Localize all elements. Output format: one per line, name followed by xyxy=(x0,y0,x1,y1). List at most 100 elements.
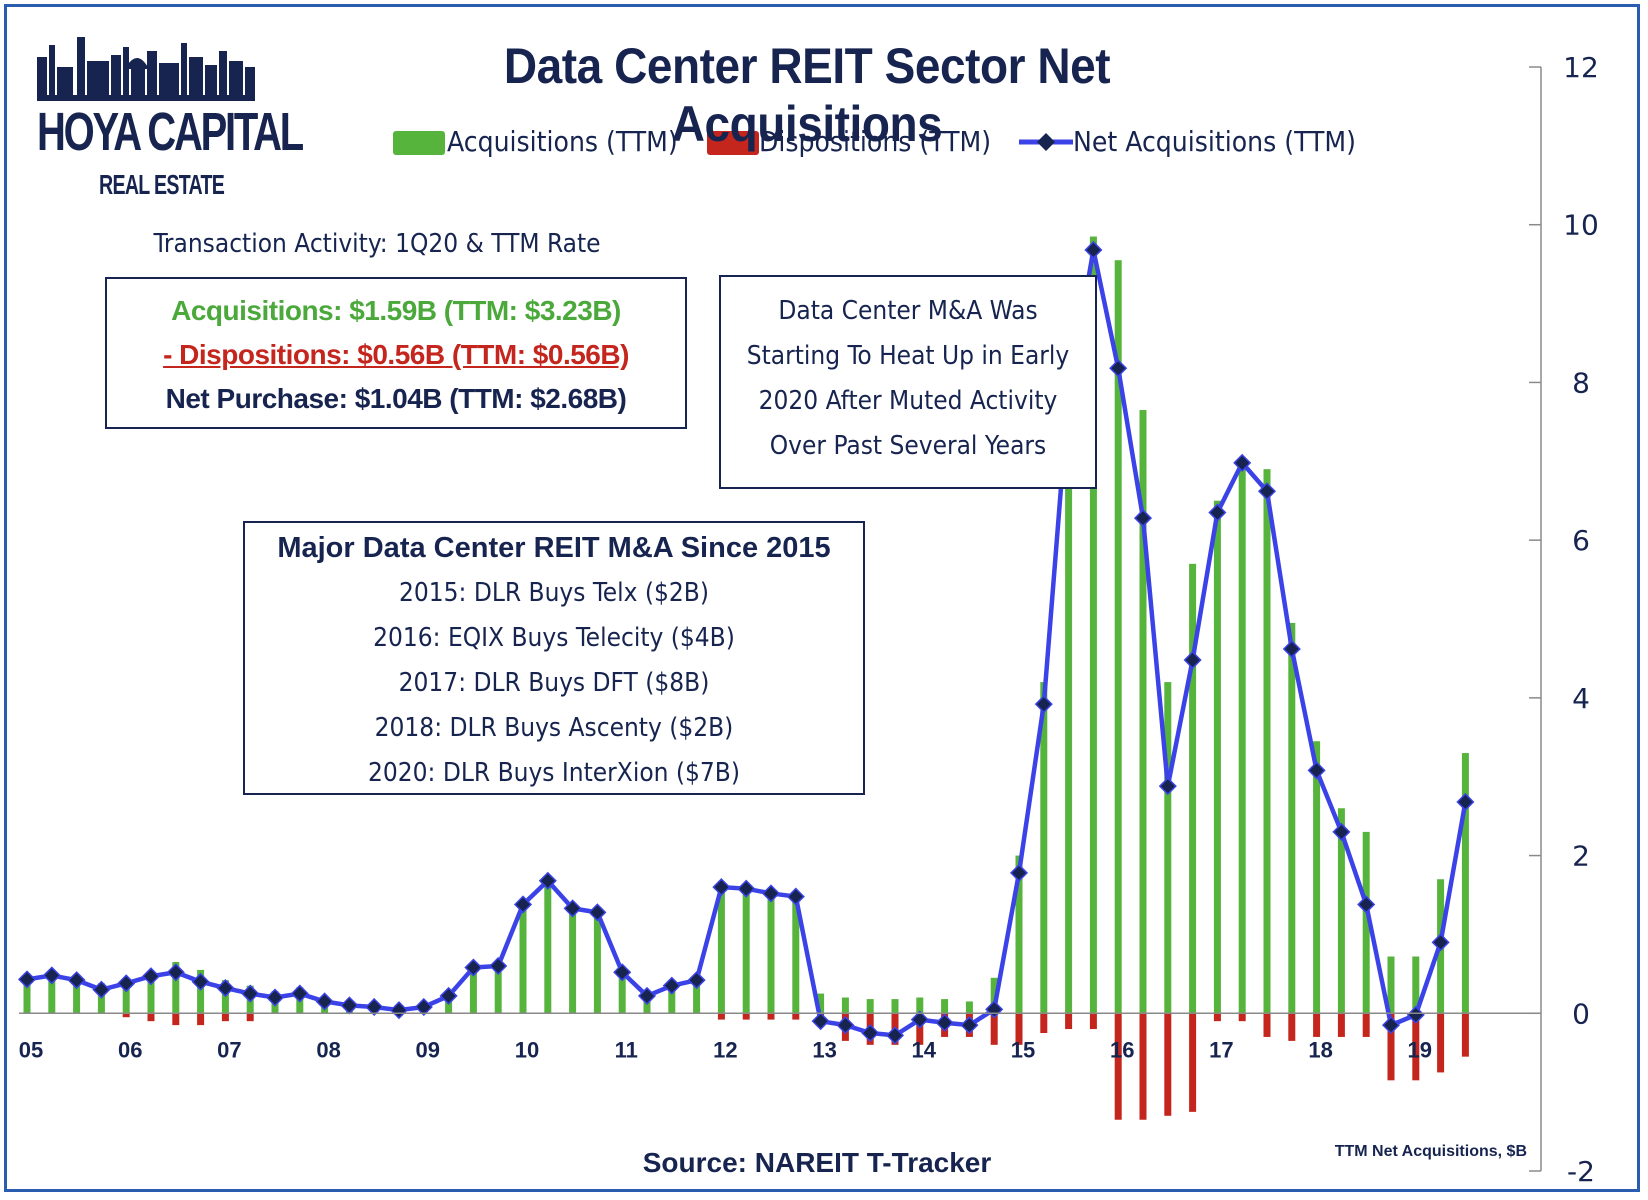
net-acquisitions-point xyxy=(712,878,731,897)
acquisition-bar xyxy=(1288,622,1296,1014)
disposition-bar xyxy=(767,1013,775,1020)
summary-dispositions: - Dispositions: $0.56B (TTM: $0.56B) xyxy=(163,339,629,370)
y-tick-label: -2 xyxy=(1567,1155,1595,1188)
deal-item: 2016: EQIX Buys Telecity ($4B) xyxy=(373,623,735,653)
skyline-building xyxy=(111,55,121,101)
net-acquisitions-point xyxy=(1431,933,1450,952)
summary-net-purchase: Net Purchase: $1.04B (TTM: $2.68B) xyxy=(165,383,627,414)
net-acquisitions-point xyxy=(141,967,161,986)
net-acquisitions-point xyxy=(662,976,681,995)
acquisition-bar xyxy=(1313,741,1321,1014)
net-acquisitions-point xyxy=(1009,863,1029,882)
net-acquisitions-point xyxy=(1307,761,1326,780)
disposition-bar xyxy=(1337,1013,1345,1037)
legend-dispositions-swatch xyxy=(707,131,759,155)
disposition-bar xyxy=(990,1013,998,1045)
deal-item: 2018: DLR Buys Ascenty ($2B) xyxy=(374,713,734,743)
acquisition-bar xyxy=(544,879,552,1014)
net-acquisitions-point xyxy=(464,958,483,977)
deals-heading: Major Data Center REIT M&A Since 2015 xyxy=(277,532,831,564)
acquisition-bar xyxy=(817,993,825,1014)
disposition-bar xyxy=(1213,1013,1221,1022)
disposition-bar xyxy=(717,1013,725,1020)
net-acquisitions-point xyxy=(761,884,781,903)
acquisition-bar xyxy=(494,964,502,1014)
acquisition-bar xyxy=(1040,682,1048,1014)
disposition-bar xyxy=(1089,1013,1097,1030)
net-acquisitions-point xyxy=(538,871,557,890)
net-acquisitions-point xyxy=(340,996,359,1015)
net-acquisitions-point xyxy=(960,1016,979,1035)
net-acquisitions-point xyxy=(1357,895,1376,914)
acquisition-bar xyxy=(147,972,155,1014)
y-tick-label: 2 xyxy=(1572,840,1590,873)
net-acquisitions-point xyxy=(166,963,185,982)
x-tick-label: 12 xyxy=(713,1037,737,1062)
chart-title: Data Center REIT Sector Net Acquisitions xyxy=(503,38,1111,152)
disposition-bar xyxy=(792,1013,800,1020)
disposition-bar xyxy=(1040,1013,1048,1033)
skyline-building xyxy=(229,61,243,101)
deals-box: Major Data Center REIT M&A Since 2015 20… xyxy=(243,521,865,795)
skyline-building xyxy=(131,69,145,101)
net-acquisitions-point xyxy=(191,972,210,991)
logo-main-text: HOYA CAPITAL xyxy=(37,102,304,162)
disposition-bar xyxy=(197,1013,205,1026)
net-acquisitions-point xyxy=(737,879,756,898)
disposition-bar xyxy=(1015,1013,1023,1045)
x-tick-label: 18 xyxy=(1308,1037,1332,1062)
acquisition-bar xyxy=(742,888,750,1014)
disposition-bar xyxy=(172,1013,180,1026)
acquisition-bar xyxy=(1412,956,1420,1014)
acquisition-bar xyxy=(1461,753,1469,1014)
note-line: Data Center M&A Was xyxy=(778,296,1038,326)
net-acquisitions-point xyxy=(1084,240,1103,260)
disposition-bar xyxy=(1362,1013,1370,1037)
y-tick-label: 4 xyxy=(1572,682,1590,715)
acquisition-bar xyxy=(519,902,527,1014)
acquisition-bar xyxy=(1362,831,1370,1014)
legend-acquisitions-swatch xyxy=(393,131,445,155)
y-tick-label: 12 xyxy=(1563,51,1599,84)
deal-item: 2017: DLR Buys DFT ($8B) xyxy=(398,668,710,698)
net-acquisitions-point xyxy=(935,1013,954,1032)
x-tick-label: 08 xyxy=(316,1037,340,1062)
disposition-bar xyxy=(1461,1013,1469,1057)
skyline-building xyxy=(77,37,85,101)
acquisition-bar xyxy=(197,969,205,1014)
disposition-bar xyxy=(221,1013,229,1022)
legend-acquisitions-label: Acquisitions (TTM) xyxy=(447,125,678,158)
x-tick-label: 07 xyxy=(217,1037,241,1062)
acquisition-bar xyxy=(23,977,31,1014)
chart-canvas: -2 0 2 4 6 8 10 12 05 06 07 08 09 10 11 12 13 14 15 16 17 18 1… xyxy=(17,37,1599,1188)
net-acquisitions-point xyxy=(811,1012,830,1031)
acquisition-bar xyxy=(990,977,998,1014)
source-note: Source: NAREIT T-Tracker xyxy=(642,1147,992,1178)
net-acquisitions-point xyxy=(1332,822,1351,841)
unit-label: TTM Net Acquisitions, $B xyxy=(1334,1143,1527,1160)
skyline-building xyxy=(159,63,179,101)
note-line: Over Past Several Years xyxy=(769,431,1047,461)
disposition-bar xyxy=(1437,1013,1445,1073)
net-acquisitions-point xyxy=(389,1001,409,1020)
x-tick-label: 09 xyxy=(416,1037,440,1062)
net-acquisitions-point xyxy=(513,895,533,914)
x-tick-label: 14 xyxy=(912,1037,937,1062)
skyline-building xyxy=(245,67,255,101)
net-acquisitions-point xyxy=(563,899,582,918)
net-acquisitions-point xyxy=(17,970,37,989)
net-acquisitions-point xyxy=(265,988,285,1007)
disposition-bar xyxy=(1387,1013,1395,1081)
acquisition-bar xyxy=(1238,465,1246,1014)
disposition-bar xyxy=(147,1013,155,1022)
acquisition-bar xyxy=(668,981,676,1014)
acquisition-bar xyxy=(1164,682,1172,1014)
summary-box: Acquisitions: $1.59B (TTM: $3.23B) - Dis… xyxy=(105,277,687,429)
acquisition-bar xyxy=(1263,469,1271,1014)
acquisition-bar xyxy=(1189,563,1197,1014)
disposition-bar xyxy=(1164,1013,1172,1116)
disposition-bar xyxy=(1263,1013,1271,1037)
y-tick-label: 8 xyxy=(1572,366,1590,399)
disposition-bar xyxy=(916,1013,924,1045)
net-acquisitions-point xyxy=(92,980,111,999)
